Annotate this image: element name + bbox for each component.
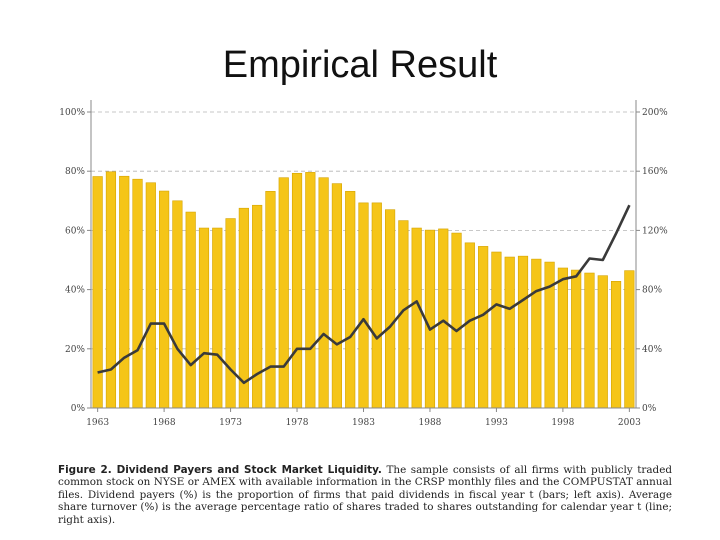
dividend-payers-bar xyxy=(424,229,436,409)
dividend-payers-bar xyxy=(358,202,369,409)
dividend-payers-bar xyxy=(411,227,422,409)
dividend-payers-bar xyxy=(159,190,170,409)
dividend-payers-bar xyxy=(504,256,515,409)
x-tick-label: 1993 xyxy=(485,418,508,428)
left-tick-label: 20% xyxy=(65,345,85,355)
dividend-payers-bar xyxy=(384,209,396,409)
left-tick-label: 60% xyxy=(65,226,85,236)
dividend-payers-bar xyxy=(451,232,462,409)
dividend-payers-bar xyxy=(92,176,103,409)
dividend-payers-bar xyxy=(119,175,130,409)
dividend-payers-bar xyxy=(198,227,210,409)
x-tick-label: 1968 xyxy=(153,418,176,428)
dividend-payers-bar xyxy=(265,191,276,409)
left-tick-label: 80% xyxy=(65,167,85,177)
dividend-turnover-chart: 0% 20% 40% 60% 80% 100% 0% 40% 80% 120% 160% 200% 19… xyxy=(59,100,668,428)
dividend-payers-bar xyxy=(225,218,236,409)
right-tick-label: 160% xyxy=(642,167,668,177)
dividend-payers-bar xyxy=(278,177,289,409)
dividend-payers-bar xyxy=(185,211,196,409)
dividend-payers-bar xyxy=(531,258,542,409)
dividend-payers-bar xyxy=(212,227,223,409)
right-tick-label: 0% xyxy=(642,404,657,414)
dividend-payers-bar xyxy=(345,191,356,409)
share-turnover-line xyxy=(97,204,631,385)
dividend-payers-bar xyxy=(172,200,183,409)
dividend-payers-bar xyxy=(331,183,343,409)
x-tick-label: 1983 xyxy=(352,418,375,428)
x-tick-label: 1963 xyxy=(86,418,109,428)
dividend-payers-bar xyxy=(584,272,595,409)
x-tick-label: 1988 xyxy=(419,418,442,428)
x-tick-label: 1978 xyxy=(286,418,309,428)
x-tick-label: 1998 xyxy=(551,418,574,428)
tick-labels: 0% 20% 40% 60% 80% 100% 0% 40% 80% 120% 160% 200% 19… xyxy=(59,108,668,428)
dividend-payers-bar xyxy=(491,251,502,409)
axes xyxy=(87,100,640,412)
dividend-payers-bar xyxy=(597,275,608,409)
right-tick-label: 80% xyxy=(642,286,662,296)
right-tick-label: 40% xyxy=(642,345,662,355)
figure-caption: Figure 2. Dividend Payers and Stock Mark… xyxy=(58,464,672,526)
dividend-payers-bar xyxy=(132,178,143,409)
left-tick-label: 40% xyxy=(65,286,85,296)
line-series xyxy=(97,204,631,385)
x-tick-label: 1973 xyxy=(219,418,242,428)
dividend-payers-bar xyxy=(291,172,303,409)
x-tick-label: 2003 xyxy=(618,418,641,428)
right-tick-label: 120% xyxy=(642,226,668,236)
left-tick-label: 100% xyxy=(59,108,85,118)
right-tick-label: 200% xyxy=(642,108,668,118)
dividend-payers-bar xyxy=(478,246,489,409)
dividend-payers-bar xyxy=(624,270,635,409)
dividend-payers-bar xyxy=(145,182,156,409)
dividend-payers-bar xyxy=(571,269,582,409)
caption-lead: Figure 2. Dividend Payers and Stock Mark… xyxy=(58,464,382,476)
dividend-payers-bar xyxy=(318,177,329,409)
left-tick-label: 0% xyxy=(71,404,86,414)
caption-text: The sample consists of all firms with pu… xyxy=(58,464,672,526)
slide-title: Empirical Result xyxy=(222,44,498,86)
bar-series xyxy=(92,171,635,409)
dividend-payers-bar xyxy=(610,281,622,409)
dividend-payers-bar xyxy=(105,171,117,409)
dividend-payers-bar xyxy=(517,255,529,409)
dividend-payers-bar xyxy=(557,267,568,409)
dividend-payers-bar xyxy=(371,202,382,409)
dividend-payers-bar xyxy=(438,228,449,409)
dividend-payers-bar xyxy=(464,242,475,409)
dividend-payers-bar xyxy=(305,172,316,409)
